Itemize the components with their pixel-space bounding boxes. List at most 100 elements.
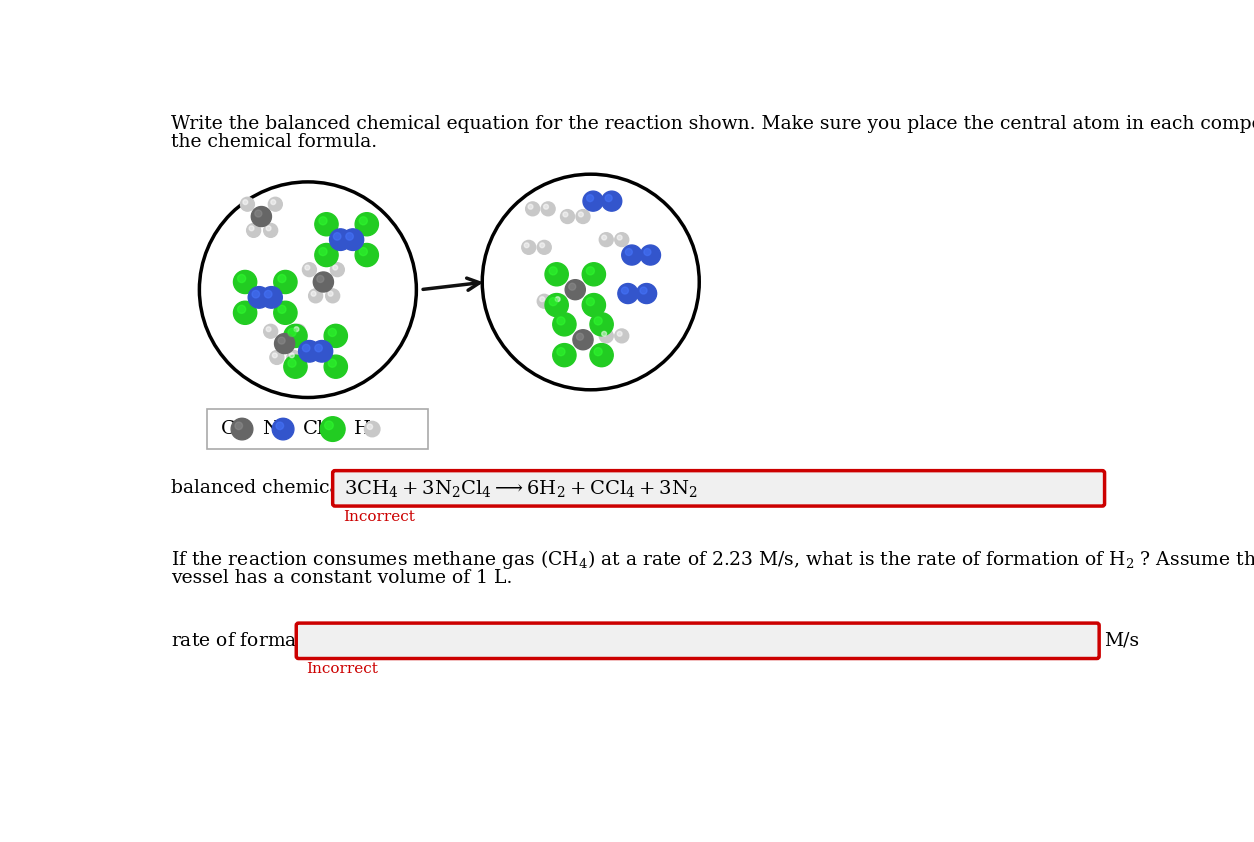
Circle shape	[247, 223, 261, 237]
Circle shape	[298, 340, 320, 362]
Text: H: H	[355, 420, 371, 438]
Circle shape	[250, 226, 255, 231]
Text: Write the balanced chemical equation for the reaction shown. Make sure you place: Write the balanced chemical equation for…	[171, 115, 1254, 133]
Circle shape	[231, 418, 253, 440]
Circle shape	[557, 317, 566, 325]
Circle shape	[251, 206, 271, 226]
Circle shape	[578, 212, 583, 217]
Circle shape	[302, 344, 310, 352]
Circle shape	[302, 263, 316, 277]
Circle shape	[549, 297, 557, 306]
Text: balanced chemical equation:: balanced chemical equation:	[171, 479, 441, 498]
FancyBboxPatch shape	[296, 623, 1100, 658]
Circle shape	[573, 330, 593, 349]
Circle shape	[556, 296, 561, 301]
Circle shape	[622, 287, 628, 294]
Circle shape	[569, 283, 576, 290]
Circle shape	[324, 355, 347, 378]
Circle shape	[199, 182, 416, 397]
Circle shape	[330, 263, 345, 277]
Circle shape	[233, 270, 257, 294]
Circle shape	[641, 245, 661, 265]
Circle shape	[622, 245, 642, 265]
Text: rate of formation of $\mathregular{H_2}$ :: rate of formation of $\mathregular{H_2}$…	[171, 631, 400, 652]
Circle shape	[308, 289, 322, 303]
Circle shape	[587, 297, 594, 306]
Circle shape	[283, 324, 307, 348]
Circle shape	[599, 232, 613, 247]
Circle shape	[330, 229, 351, 250]
Circle shape	[278, 274, 286, 283]
Circle shape	[614, 232, 628, 247]
Text: M/s: M/s	[1105, 632, 1140, 650]
Circle shape	[543, 205, 548, 209]
Circle shape	[545, 263, 568, 285]
Circle shape	[320, 417, 345, 441]
Circle shape	[587, 267, 594, 274]
Circle shape	[314, 272, 334, 292]
Circle shape	[255, 210, 262, 217]
Circle shape	[275, 333, 295, 354]
Circle shape	[577, 333, 583, 340]
Circle shape	[617, 332, 622, 336]
Circle shape	[599, 329, 613, 343]
Circle shape	[332, 265, 337, 270]
Circle shape	[522, 241, 535, 254]
Circle shape	[334, 232, 341, 240]
Circle shape	[329, 328, 336, 337]
Circle shape	[283, 355, 307, 378]
Circle shape	[576, 210, 589, 223]
Circle shape	[618, 284, 638, 304]
Circle shape	[270, 350, 283, 365]
Circle shape	[263, 223, 277, 237]
Circle shape	[266, 327, 271, 332]
Circle shape	[311, 291, 316, 296]
Circle shape	[367, 424, 372, 429]
Circle shape	[614, 329, 628, 343]
Circle shape	[549, 267, 557, 274]
Circle shape	[537, 295, 552, 308]
FancyBboxPatch shape	[207, 409, 428, 449]
Circle shape	[326, 289, 340, 303]
FancyBboxPatch shape	[332, 471, 1105, 506]
Circle shape	[528, 205, 533, 209]
Circle shape	[252, 290, 260, 298]
Circle shape	[587, 195, 593, 201]
Circle shape	[265, 290, 272, 298]
Circle shape	[545, 294, 568, 317]
Circle shape	[288, 360, 296, 367]
Text: If the reaction consumes methane gas ($\mathregular{CH_4}$) at a rate of 2.23 M/: If the reaction consumes methane gas ($\…	[171, 547, 1254, 571]
Circle shape	[359, 248, 367, 256]
Circle shape	[640, 287, 647, 294]
Circle shape	[606, 195, 612, 201]
Circle shape	[359, 216, 367, 225]
Circle shape	[237, 274, 246, 283]
Circle shape	[237, 306, 246, 313]
Circle shape	[626, 248, 632, 255]
Circle shape	[272, 418, 293, 440]
Circle shape	[602, 332, 607, 336]
Circle shape	[346, 232, 354, 240]
Circle shape	[233, 301, 257, 324]
Circle shape	[319, 248, 327, 256]
Circle shape	[287, 350, 301, 365]
Circle shape	[329, 360, 336, 367]
Circle shape	[355, 213, 379, 236]
Circle shape	[292, 324, 306, 338]
Circle shape	[315, 213, 339, 236]
Circle shape	[241, 197, 255, 211]
Circle shape	[278, 306, 286, 313]
Circle shape	[329, 291, 334, 296]
Circle shape	[266, 226, 271, 231]
Circle shape	[563, 212, 568, 217]
Circle shape	[271, 200, 276, 205]
Circle shape	[566, 280, 586, 300]
Circle shape	[542, 202, 556, 216]
Circle shape	[525, 202, 539, 216]
Circle shape	[557, 348, 566, 355]
Circle shape	[524, 242, 529, 248]
Circle shape	[483, 174, 700, 390]
Text: N: N	[262, 420, 280, 438]
Circle shape	[365, 421, 380, 437]
Circle shape	[278, 337, 285, 344]
